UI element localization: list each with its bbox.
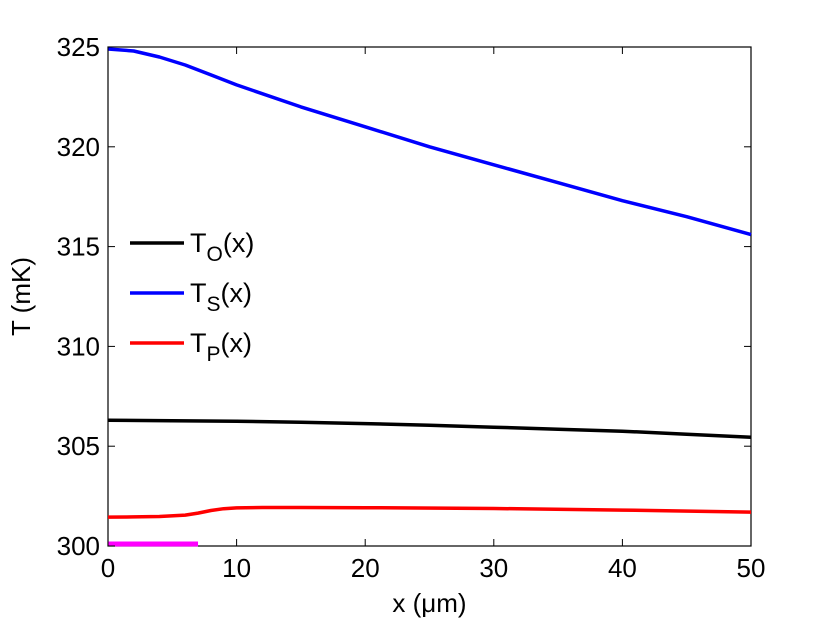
x-tick-label: 10 [222, 553, 251, 583]
legend-label: TP(x) [190, 328, 252, 366]
y-tick-label: 300 [57, 531, 100, 561]
x-tick-label: 50 [737, 553, 766, 583]
legend-label: TO(x) [190, 228, 254, 266]
series-line-TP [107, 505, 752, 519]
y-tick-label: 315 [57, 232, 100, 262]
ticks-layer: 0 10 20 30 40 50 300 305 310 315 320 325 [57, 32, 766, 583]
legend-entry-TP: TP(x) [130, 328, 252, 366]
x-axis-label: x (μm) [392, 588, 466, 618]
x-tick-label: 30 [479, 553, 508, 583]
x-tick-label: 20 [351, 553, 380, 583]
y-tick-label: 320 [57, 132, 100, 162]
x-tick-label: 40 [608, 553, 637, 583]
y-axis-label: T (mK) [6, 257, 36, 336]
legend-entry-TO: TO(x) [130, 228, 254, 266]
y-tick-label: 325 [57, 32, 100, 62]
legend: TO(x) TS(x) TP(x) [130, 228, 254, 366]
series-line-TO [107, 418, 752, 439]
plot-frame [107, 46, 752, 547]
series-layer [107, 47, 752, 519]
legend-label: TS(x) [190, 278, 252, 316]
legend-entry-TS: TS(x) [130, 278, 252, 316]
x-tick-label: 0 [101, 553, 115, 583]
y-tick-label: 310 [57, 331, 100, 361]
series-line-TS [107, 47, 752, 237]
y-tick-label: 305 [57, 431, 100, 461]
plot-area [107, 46, 752, 547]
